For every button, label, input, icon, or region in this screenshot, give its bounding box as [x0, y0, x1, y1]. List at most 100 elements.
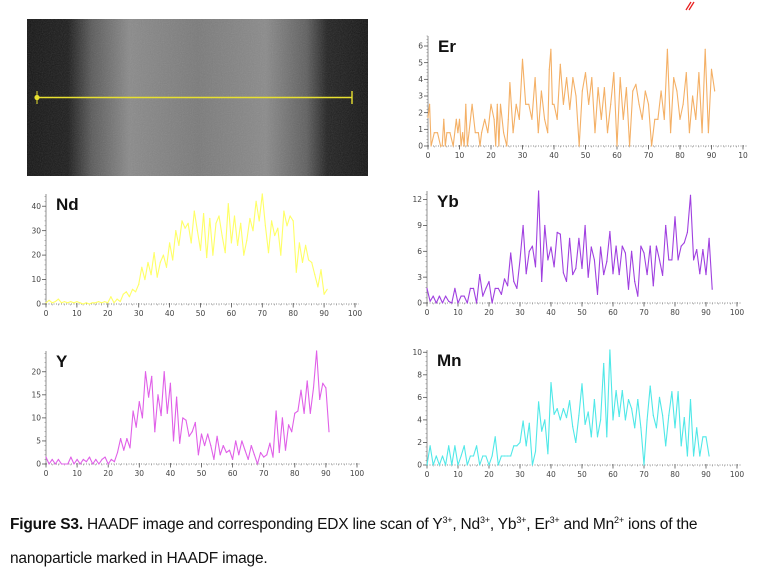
y-tick-label: 1 [418, 125, 423, 134]
mn-data-point [500, 455, 502, 457]
nd-data-point [135, 291, 137, 293]
mn-data-point [618, 415, 620, 418]
yb-data-point [562, 272, 564, 274]
yb-data-point [705, 273, 707, 276]
er-data-point [436, 132, 439, 134]
y-data-point [210, 444, 212, 447]
nd-data-point [230, 242, 232, 244]
mn-data-point [615, 389, 617, 392]
x-tick-label: 30 [515, 470, 525, 479]
x-tick-label: 70 [639, 308, 649, 317]
yb-data-point [429, 300, 431, 302]
y-tick-label: 5 [36, 437, 41, 446]
mn-data-point [429, 445, 431, 447]
y-data-point [250, 444, 252, 447]
nd-data-point [104, 300, 106, 303]
mn-data-point [519, 441, 521, 444]
er-data-point [540, 90, 542, 92]
y-data-point [328, 431, 330, 433]
nd-data-point [107, 302, 109, 304]
y-data-point [272, 456, 274, 458]
er-data-point [474, 132, 476, 134]
y-data-point [70, 456, 72, 458]
nd-data-point [258, 220, 260, 222]
y-data-point [154, 431, 156, 433]
line-scan-marker[interactable] [34, 91, 353, 104]
mn-data-point [457, 464, 459, 466]
nd-data-point [94, 302, 97, 304]
mn-data-point [655, 427, 657, 429]
y-data-point [204, 444, 206, 447]
y-data-point [188, 435, 190, 437]
x-tick-label: 60 [608, 308, 618, 317]
nd-data-point [131, 288, 134, 290]
y-tick-label: 10 [412, 348, 422, 357]
mn-data-point [435, 455, 437, 457]
mn-data-point [488, 464, 490, 466]
x-tick-label: 30 [134, 309, 144, 318]
nd-data-point [206, 256, 208, 259]
yb-data-point [677, 259, 679, 261]
nd-data-point [48, 299, 50, 301]
nd-data-point [122, 293, 124, 295]
er-data-point [588, 103, 590, 105]
y-data-point [207, 433, 209, 435]
mn-data-point [705, 436, 707, 438]
yb-data-point [652, 285, 654, 287]
mn-data-point [578, 414, 580, 416]
y-data-point [120, 438, 122, 440]
x-tick-label: 80 [670, 470, 680, 479]
y-data-point [185, 419, 187, 421]
yb-data-point [621, 245, 623, 247]
mn-data-point [569, 400, 571, 402]
y-data-point [64, 463, 66, 465]
er-line-chart: 0 1 2 3 4 5 6 0 10 20 30 40 50 60 70 80 90 10 Er [400, 25, 763, 173]
mn-data-point [640, 427, 642, 429]
er-data-point [710, 68, 713, 70]
er-data-point [528, 103, 530, 105]
yb-data-point [553, 266, 555, 268]
er-data-point [433, 132, 435, 134]
x-tick-label: 30 [515, 308, 525, 317]
mn-data-point [652, 414, 654, 416]
yb-data-point [578, 237, 580, 239]
x-tick-label: 80 [290, 469, 300, 478]
mn-data-point [603, 362, 605, 365]
caption-fragment: HAADF image and corresponding EDX line s… [82, 516, 443, 533]
er-data-point [654, 118, 656, 120]
y-data-point [294, 412, 296, 414]
y-data-point [291, 431, 293, 433]
er-data-point [496, 103, 498, 105]
y-data-point [253, 454, 255, 456]
y-data-point [179, 442, 181, 444]
er-data-point [559, 63, 561, 65]
y-tick-label: 3 [417, 273, 422, 282]
er-data-point [663, 118, 665, 120]
nd-data-point [243, 254, 245, 256]
y-tick-label: 6 [417, 393, 422, 402]
mn-data-point [550, 382, 552, 384]
er-data-point [460, 145, 462, 147]
y-data-point [266, 454, 268, 456]
mn-line-chart: 0 2 4 6 8 10 0 10 20 30 40 50 60 70 80 90 100 Mn [400, 347, 757, 492]
y-data-point [172, 440, 175, 442]
nd-data-point [255, 200, 257, 202]
x-tick-label: 30 [135, 469, 145, 478]
nd-data-point [227, 203, 229, 205]
er-data-point [632, 90, 634, 92]
y-tick-label: 2 [418, 108, 423, 117]
nd-data-point [295, 271, 297, 273]
nd-data-point [165, 266, 168, 268]
y-tick-label: 10 [31, 413, 41, 422]
mn-data-point [525, 445, 527, 447]
nd-data-point [320, 269, 322, 271]
er-data-point [638, 103, 640, 105]
er-data-point [537, 132, 539, 134]
x-tick-label: 40 [165, 309, 175, 318]
er-data-point [629, 145, 631, 147]
mn-data-point [590, 436, 592, 438]
mn-data-point [507, 455, 509, 457]
yb-data-point [528, 250, 530, 252]
er-data-point [594, 132, 596, 134]
x-tick-label: 30 [518, 151, 528, 160]
